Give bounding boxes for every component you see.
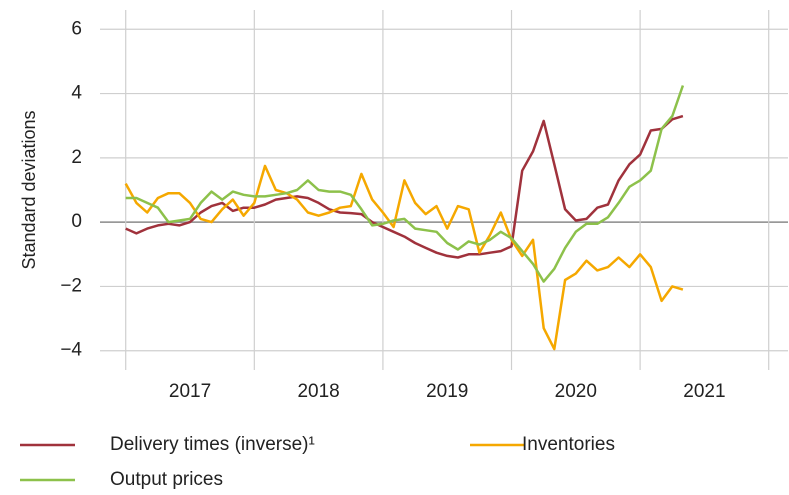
x-tick-label: 2021 [683,381,725,402]
y-tick-label: −2 [60,275,82,296]
x-tick-label: 2019 [426,381,468,402]
y-tick-label: 2 [71,147,82,168]
y-tick-label: 4 [71,83,82,104]
y-axis-label: Standard deviations [19,110,39,269]
series-line [124,164,684,351]
legend-label: Output prices [110,469,223,490]
y-tick-label: 0 [71,211,82,232]
legend-label: Inventories [522,434,615,455]
legend-label: Delivery times (inverse)¹ [110,434,315,455]
x-tick-label: 2018 [297,381,339,402]
x-tick-label: 2017 [169,381,211,402]
x-tick-label: 2020 [555,381,597,402]
y-tick-label: 6 [71,18,82,39]
series-line [125,85,685,283]
series-line [125,114,684,259]
y-tick-label: −4 [60,340,82,361]
